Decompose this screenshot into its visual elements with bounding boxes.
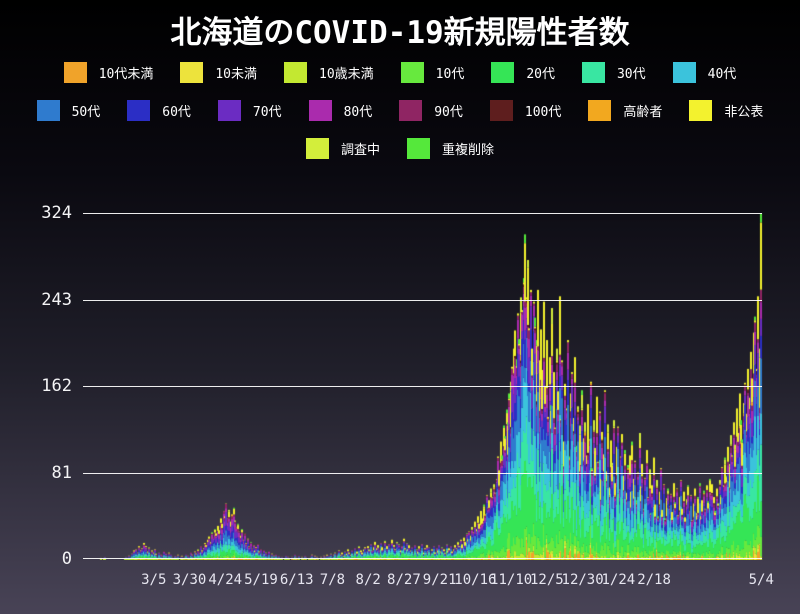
legend-swatch-icon	[689, 100, 713, 121]
legend-item: 10代	[400, 62, 465, 83]
legend-label: 30代	[616, 67, 646, 82]
x-axis-label: 5/4	[748, 572, 774, 588]
legend-item: 20代	[491, 62, 555, 83]
legend-swatch-icon	[63, 62, 87, 83]
legend-row-2: 50代 60代 70代 80代 90代 100代 高齢者 非公表	[0, 100, 800, 121]
y-axis-label: 243	[41, 290, 72, 310]
legend-swatch-icon	[305, 138, 329, 159]
x-axis-label: 4/24	[208, 572, 243, 588]
x-axis-label: 2/18	[637, 572, 671, 588]
legend-label: 10歳未満	[319, 67, 374, 82]
legend-row-3: 調査中 重複削除	[0, 138, 800, 159]
x-axis-label: 3/30	[172, 572, 207, 588]
gridline	[83, 558, 762, 559]
x-axis-label: 10/16	[454, 572, 497, 588]
legend-label: 非公表	[724, 105, 764, 120]
legend-item: 40代	[672, 62, 737, 83]
legend-swatch-icon	[308, 100, 332, 121]
legend-label: 調査中	[340, 143, 380, 158]
legend-swatch-icon	[672, 62, 696, 83]
legend-item: 10歳未満	[284, 62, 374, 83]
chart-legend: 10代未満 10未満 10歳未満 10代 20代 30代 40代 50代 60代 70代 80代 9…	[0, 62, 800, 159]
legend-label: 10代	[435, 67, 465, 82]
legend-label: 90代	[434, 105, 463, 120]
y-axis-label: 162	[41, 376, 72, 396]
legend-swatch-icon	[400, 62, 424, 83]
gridline	[83, 213, 762, 214]
legend-swatch-icon	[284, 62, 308, 83]
x-axis-label: 12/5	[530, 572, 564, 588]
legend-item: 30代	[581, 62, 646, 83]
legend-swatch-icon	[127, 100, 151, 121]
legend-label: 60代	[162, 105, 191, 120]
legend-swatch-icon	[588, 100, 612, 121]
legend-label: 80代	[343, 105, 373, 120]
x-axis-label: 6/13	[279, 572, 314, 588]
legend-label: 50代	[71, 105, 101, 120]
legend-swatch-icon	[399, 100, 423, 121]
legend-item: 10未満	[180, 62, 257, 83]
legend-item: 調査中	[305, 138, 380, 159]
legend-item: 高齢者	[588, 100, 662, 121]
x-axis-label: 12/30	[561, 572, 604, 588]
legend-row-1: 10代未満 10未満 10歳未満 10代 20代 30代 40代	[0, 62, 800, 83]
legend-swatch-icon	[491, 62, 515, 83]
x-axis-label: 7/8	[319, 572, 346, 588]
x-axis-label: 8/2	[355, 572, 381, 588]
legend-item: 100代	[489, 100, 562, 121]
gridline	[83, 300, 762, 301]
legend-swatch-icon	[217, 100, 241, 121]
legend-item: 90代	[399, 100, 463, 121]
legend-item: 80代	[308, 100, 373, 121]
legend-swatch-icon	[489, 100, 513, 121]
y-axis-label: 0	[61, 549, 72, 569]
legend-item: 10代未満	[63, 62, 154, 83]
legend-swatch-icon	[180, 62, 204, 83]
page-title: 北海道のCOVID-19新規陽性者数	[170, 15, 630, 51]
x-axis-label: 1/24	[601, 572, 636, 588]
x-axis-label: 8/27	[387, 572, 421, 588]
gridline	[83, 473, 762, 474]
x-axis-label: 5/19	[244, 572, 278, 588]
x-axis-label: 3/5	[141, 572, 167, 588]
legend-item: 60代	[127, 100, 191, 121]
legend-label: 100代	[524, 105, 562, 120]
legend-item: 重複削除	[407, 138, 494, 159]
gridline	[83, 386, 762, 387]
legend-label: 10代未満	[98, 67, 154, 82]
legend-label: 10未満	[215, 67, 258, 82]
x-axis-label: 11/10	[490, 572, 533, 588]
legend-item: 50代	[36, 100, 101, 121]
x-axis-label: 9/21	[422, 572, 457, 588]
y-axis-label: 324	[41, 203, 72, 223]
legend-swatch-icon	[36, 100, 60, 121]
legend-label: 20代	[526, 67, 555, 82]
legend-label: 70代	[252, 105, 282, 120]
legend-label: 40代	[707, 67, 737, 82]
y-axis-label: 81	[51, 463, 72, 483]
stacked-bars-canvas	[83, 213, 763, 560]
legend-swatch-icon	[407, 138, 430, 159]
legend-item: 70代	[217, 100, 282, 121]
legend-label: 高齢者	[623, 105, 663, 120]
legend-label: 重複削除	[442, 143, 495, 158]
legend-item: 非公表	[689, 100, 763, 121]
legend-swatch-icon	[581, 62, 605, 83]
